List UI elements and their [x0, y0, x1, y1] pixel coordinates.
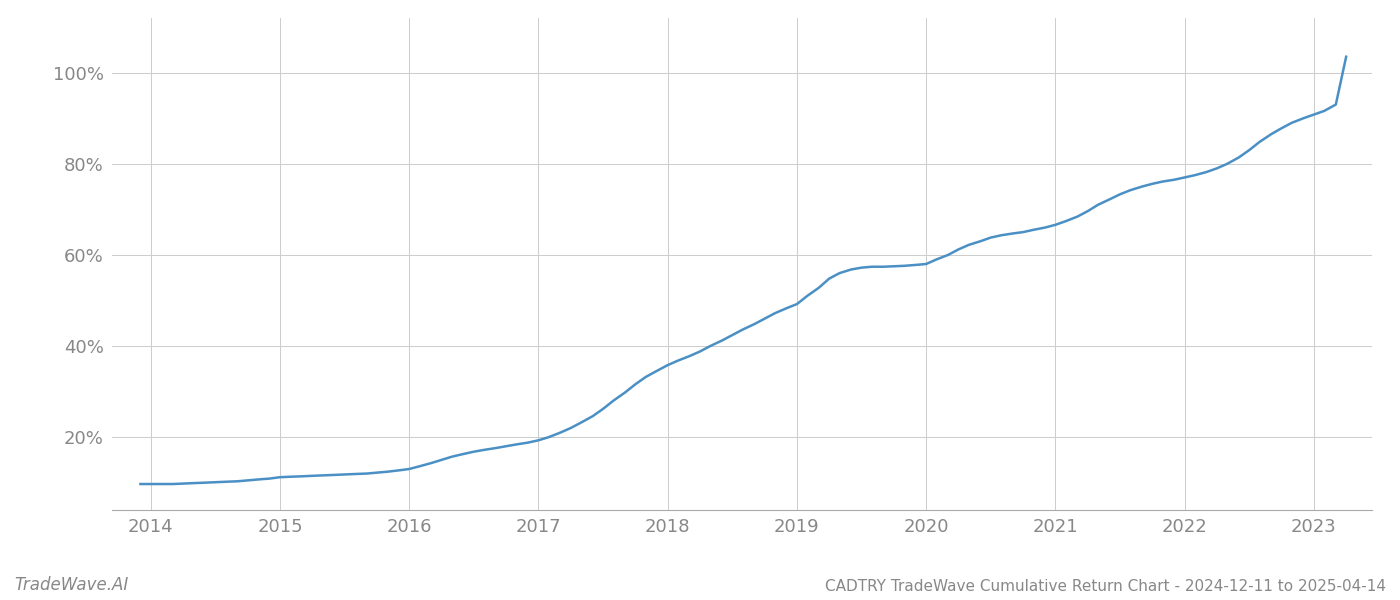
Text: TradeWave.AI: TradeWave.AI — [14, 576, 129, 594]
Text: CADTRY TradeWave Cumulative Return Chart - 2024-12-11 to 2025-04-14: CADTRY TradeWave Cumulative Return Chart… — [825, 579, 1386, 594]
